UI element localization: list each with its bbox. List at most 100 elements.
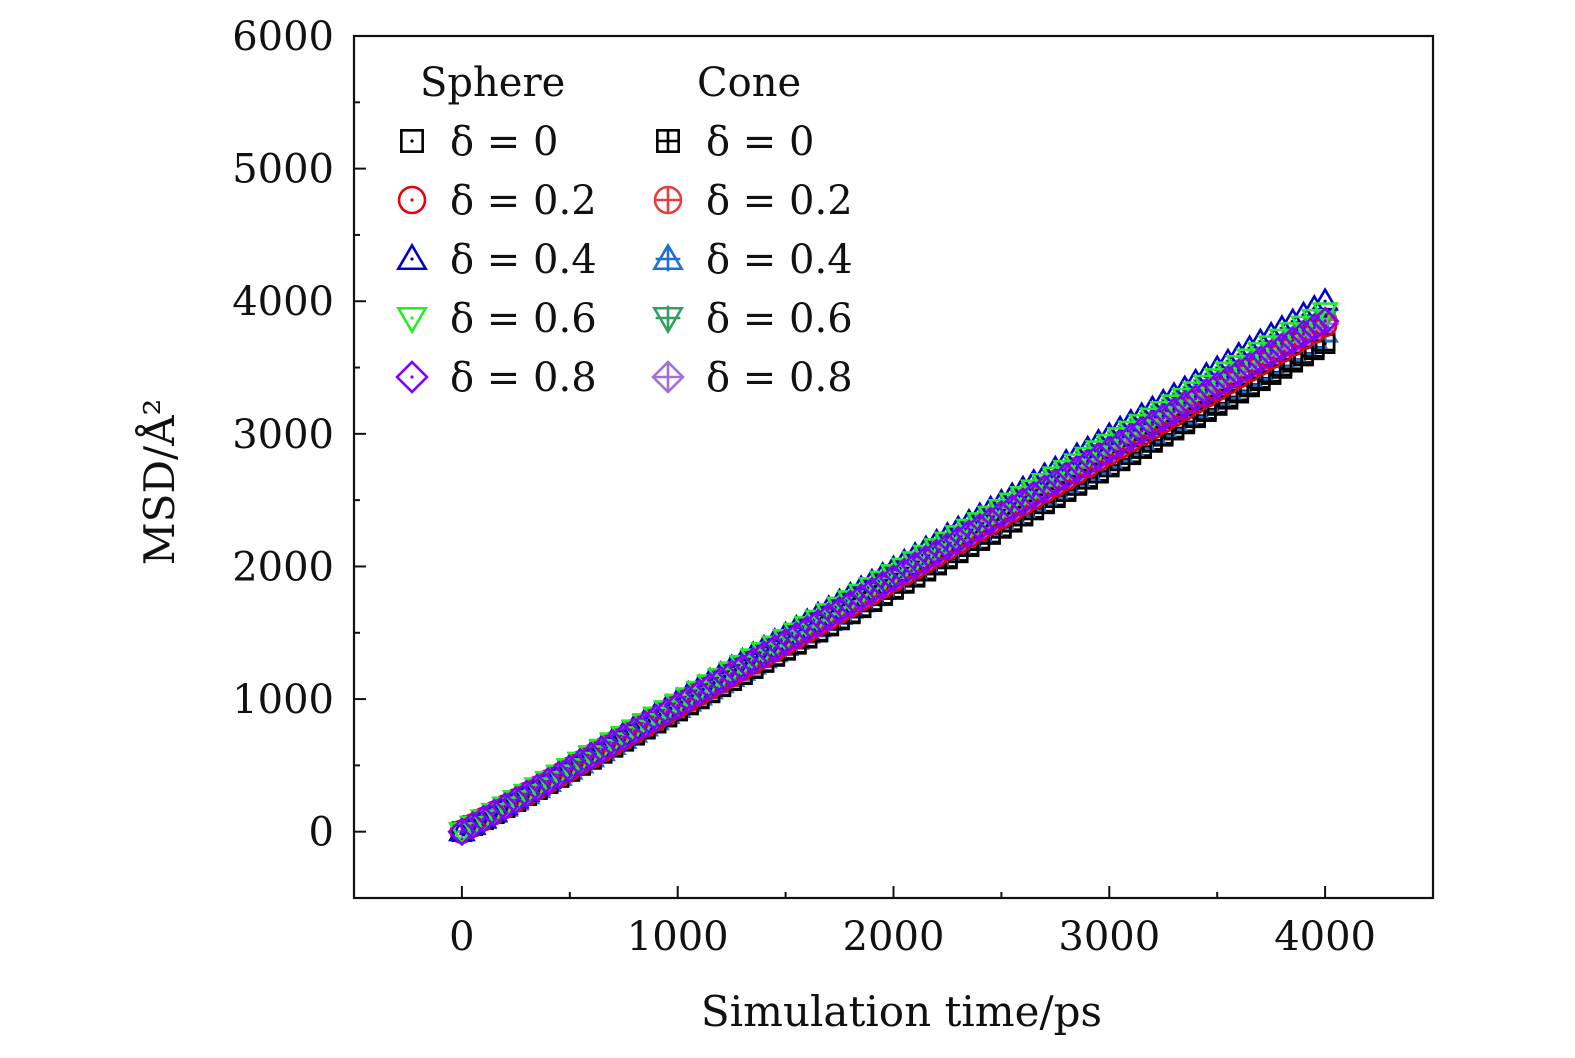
legend-marker — [656, 129, 680, 153]
data-point — [1137, 409, 1167, 439]
y-tick-label: 5000 — [232, 147, 334, 193]
data-point — [717, 659, 747, 689]
x-tick-label: 3000 — [1058, 914, 1160, 960]
data-point — [630, 709, 660, 739]
data-point — [1094, 435, 1124, 465]
data-point — [1170, 390, 1200, 420]
data-point — [1278, 326, 1308, 356]
legend-item: δ = 0 — [400, 119, 558, 165]
data-point — [468, 804, 498, 834]
data-point — [479, 798, 509, 828]
legend-item: δ = 0.2 — [653, 178, 853, 224]
data-point — [1127, 416, 1157, 446]
data-point — [674, 684, 703, 714]
data-point — [911, 544, 941, 574]
legend-header-cone: Cone — [697, 60, 801, 106]
legend-marker — [651, 360, 685, 394]
legend-label: δ = 0.4 — [706, 237, 853, 283]
data-point — [695, 671, 725, 701]
legend-item: δ = 0.4 — [652, 237, 853, 283]
data-point — [684, 678, 714, 708]
data-point — [857, 576, 887, 606]
data-point — [1116, 422, 1146, 452]
data-point — [976, 506, 1006, 536]
legend-marker — [652, 305, 684, 335]
data-point — [522, 773, 552, 803]
data-point — [1202, 371, 1232, 401]
y-tick-label: 0 — [309, 810, 334, 856]
legend-item: δ = 0.8 — [395, 355, 597, 401]
data-point — [760, 633, 790, 663]
legend-label: δ = 0.2 — [450, 178, 597, 224]
series-sphere-4 — [447, 306, 1340, 847]
legend-marker — [652, 242, 684, 272]
x-tick-label: 2000 — [843, 914, 945, 960]
legend-label: δ = 0 — [706, 119, 814, 165]
plot-frame — [352, 34, 1435, 900]
y-tick-label: 3000 — [232, 412, 334, 458]
data-point — [512, 779, 542, 809]
legend-marker — [396, 306, 428, 335]
legend-label: δ = 0.6 — [706, 296, 853, 342]
y-tick-label: 1000 — [232, 677, 334, 723]
data-point — [814, 602, 844, 632]
legend-item: δ = 0.2 — [397, 178, 597, 224]
data-point — [1245, 345, 1275, 375]
data-point — [1062, 454, 1092, 484]
data-point — [803, 608, 833, 638]
data-point — [986, 499, 1016, 529]
data-point — [879, 563, 908, 593]
legend-label: δ = 0.6 — [450, 296, 597, 342]
x-tick-label: 1000 — [627, 914, 729, 960]
data-point — [1191, 377, 1221, 407]
data-point — [1030, 474, 1060, 504]
legend-label: δ = 0.4 — [450, 237, 597, 283]
data-point — [1310, 306, 1340, 336]
y-axis-title: MSD/Å² — [134, 399, 184, 566]
data-point — [1235, 351, 1265, 381]
legend-item: δ = 0 — [656, 119, 814, 165]
data-point — [781, 621, 811, 651]
legend-label: δ = 0.8 — [450, 355, 597, 401]
data-point — [1181, 384, 1211, 414]
data-point — [825, 595, 855, 625]
data-point — [727, 652, 757, 682]
data-point — [490, 792, 520, 822]
legend-label: δ = 0.8 — [706, 355, 853, 401]
data-point — [609, 722, 639, 752]
data-point — [1008, 487, 1038, 517]
legend-marker — [395, 360, 429, 394]
legend-item: δ = 0.8 — [651, 355, 853, 401]
data-point — [533, 766, 563, 796]
data-point — [1256, 338, 1286, 368]
legend-item: δ = 0.6 — [396, 296, 597, 342]
data-point — [652, 697, 682, 727]
data-point — [566, 747, 596, 777]
legend-label: δ = 0.2 — [706, 178, 853, 224]
data-point — [792, 614, 822, 644]
legend-label: δ = 0 — [450, 119, 558, 165]
x-axis-title: Simulation time/ps — [701, 987, 1102, 1036]
data-point — [749, 640, 779, 670]
legend-header-sphere: Sphere — [420, 60, 565, 106]
data-point — [997, 493, 1027, 523]
data-point — [620, 716, 650, 746]
axes: 0 1000 2000 3000 4000 0 1000 2000 3000 4000 5000 60… — [134, 14, 1435, 1036]
data-point — [598, 728, 628, 758]
legend-marker — [400, 129, 424, 153]
data-point — [771, 627, 801, 657]
data-point — [900, 551, 930, 581]
data-point — [1105, 429, 1135, 459]
legend-item: δ = 0.6 — [652, 296, 853, 342]
y-tick-label: 4000 — [232, 279, 334, 325]
data-point — [1159, 397, 1189, 427]
data-point — [738, 646, 768, 676]
data-point — [965, 512, 995, 542]
data-point — [706, 665, 736, 695]
legend-marker — [397, 185, 427, 215]
data-point — [555, 754, 585, 784]
data-point — [846, 582, 876, 612]
data-point — [1019, 480, 1049, 510]
